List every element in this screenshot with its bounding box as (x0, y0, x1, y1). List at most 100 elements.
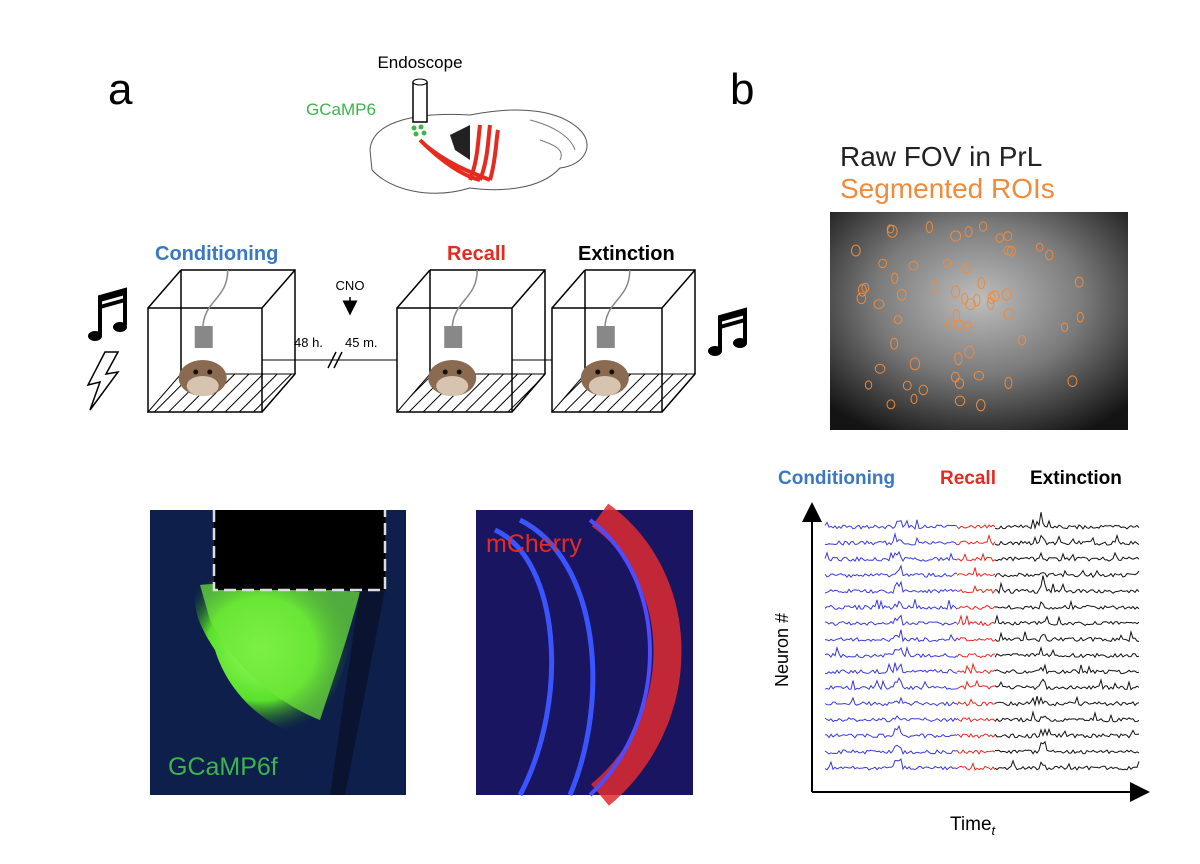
roi (986, 297, 995, 311)
cable (604, 269, 631, 331)
cable (451, 269, 478, 331)
cage (551, 269, 696, 413)
trace (994, 695, 1140, 707)
trace (994, 759, 1140, 771)
histology-gcamp: GCaMP6f (150, 510, 406, 795)
trace (956, 614, 996, 627)
shock-icon (86, 351, 120, 411)
headstage (596, 326, 615, 348)
trace (994, 533, 1140, 546)
roi (864, 380, 873, 390)
roi (886, 399, 896, 410)
trace (956, 732, 996, 739)
cage (147, 269, 296, 413)
roi (995, 233, 1005, 243)
trace (824, 550, 958, 563)
roi (954, 319, 965, 330)
legend-label: Conditioning (778, 468, 895, 489)
trace (994, 569, 1140, 579)
trace (956, 662, 996, 675)
roi (1067, 375, 1078, 387)
trace (956, 524, 996, 530)
trace (956, 717, 996, 723)
roi (1003, 308, 1015, 321)
roi (1018, 335, 1027, 346)
trace (824, 532, 958, 546)
trace (956, 567, 996, 578)
trace (956, 749, 996, 755)
trace (994, 599, 1140, 611)
trace (824, 677, 958, 691)
trace (956, 679, 996, 691)
break-mark (333, 351, 343, 369)
delay-label: 48 h. (294, 335, 323, 350)
trace (994, 630, 1140, 643)
histology-label: mCherry (486, 530, 582, 558)
trace (956, 637, 996, 642)
roi (902, 380, 912, 391)
trace (994, 710, 1140, 723)
break-mark (327, 351, 337, 369)
tone-icon (708, 307, 747, 356)
roi (954, 395, 966, 407)
roi (976, 398, 986, 412)
roi (964, 226, 973, 238)
tone-icon (88, 287, 127, 341)
x-axis-label: Timet (950, 814, 997, 838)
cage (396, 269, 546, 413)
roi (977, 277, 986, 290)
stage-label: Recall (447, 243, 506, 265)
roi (918, 384, 928, 396)
trace (824, 645, 958, 659)
headstage (194, 326, 213, 348)
panel-label: b (730, 65, 754, 114)
trace (956, 533, 996, 546)
y-axis-label: Neuron # (772, 613, 792, 687)
roi (873, 299, 885, 310)
stage-label: Conditioning (155, 243, 278, 265)
roi (964, 345, 975, 359)
roi (886, 224, 895, 234)
trace (956, 698, 996, 707)
roi (857, 283, 867, 297)
stage-label: Extinction (578, 243, 675, 265)
roi (930, 280, 939, 294)
trace (824, 629, 958, 643)
cable (201, 269, 229, 331)
roi (909, 357, 921, 371)
trace (956, 552, 996, 562)
legend-label: Extinction (1030, 468, 1122, 489)
trace (994, 614, 1140, 626)
roi (954, 352, 963, 366)
trace (824, 744, 957, 756)
roi (1074, 276, 1084, 288)
roi (1003, 245, 1013, 256)
roi (961, 292, 969, 305)
x-axis-text: Time (950, 814, 992, 835)
indicator-label: GCaMP6 (306, 100, 376, 119)
roi (850, 244, 861, 257)
cages (146, 269, 697, 413)
trace (824, 758, 958, 771)
trace (824, 599, 958, 611)
trace (994, 575, 1140, 595)
trace (994, 663, 1140, 675)
trace (824, 715, 958, 723)
roi (950, 230, 962, 242)
headstage (444, 326, 463, 348)
roi (942, 258, 952, 268)
roi (1004, 376, 1013, 390)
roi (925, 221, 933, 234)
roi (950, 285, 961, 299)
trace (824, 519, 958, 530)
drug-label: CNO (336, 278, 365, 293)
mouse-eye (193, 369, 199, 375)
roi (856, 292, 867, 305)
mouse-eye (442, 369, 448, 375)
calcium-traces (824, 512, 1140, 771)
trace (994, 551, 1140, 563)
mouse-eye (456, 369, 462, 375)
endoscope-label: Endoscope (377, 53, 462, 72)
fov-title: Raw FOV in PrL (840, 141, 1042, 172)
